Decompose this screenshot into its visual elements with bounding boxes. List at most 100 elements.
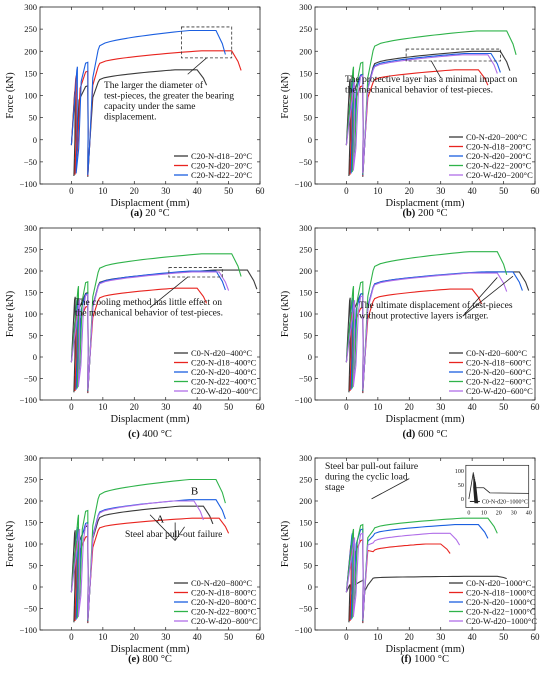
x-tick-label: 10 [98, 402, 108, 412]
annotation-text: The protective layer has a minimal impac… [345, 75, 518, 96]
legend-entry: C20-W-d20−1000°C [466, 616, 537, 626]
x-tick-label: 30 [161, 632, 171, 642]
chart-panel-5: 0 10 20 30 40 50 60 −100 −50 0 50 100 150 200 250 300 Di… [5, 453, 265, 665]
annotation-text: The cooling method has little effect on t… [75, 297, 223, 319]
y-tick-label: −100 [294, 179, 312, 189]
y-tick-label: 300 [24, 223, 37, 233]
legend-entry: C20-N-d22−1000°C [466, 607, 536, 617]
annotation-text: Steel abar pull-out failure [125, 529, 222, 540]
series-line-3 [70, 29, 226, 176]
y-tick-label: −100 [294, 625, 312, 635]
caption-letter: (a) [130, 208, 143, 219]
y-tick-label: −50 [24, 157, 37, 167]
chart-panel-2: 0 10 20 30 40 50 60 −100 −50 0 50 100 150 200 250 300 Di… [280, 2, 540, 219]
annotation-arrow [149, 276, 188, 308]
y-tick-label: 50 [304, 561, 313, 571]
legend-entry: C20-N-d20−800°C [191, 597, 257, 607]
y-tick-label: 0 [308, 582, 312, 592]
series-line-1 [70, 505, 214, 624]
y-axis-label: Force (kN) [280, 290, 291, 337]
x-tick-label: 40 [193, 402, 203, 412]
legend-entry: C20-N-d22−800°C [191, 607, 257, 617]
annotation-line: The larger the diameter of [104, 80, 204, 91]
y-tick-label: 300 [299, 2, 312, 12]
inset-x-tick-label: 0 [467, 510, 470, 516]
caption-letter: (b) [402, 208, 415, 219]
annotation-arrow [174, 526, 185, 541]
legend-entry: C20-N-d20−20°C [191, 161, 252, 171]
annotation-arrow [430, 60, 442, 78]
inset-y-tick-label: 0 [461, 497, 464, 503]
y-tick-label: 150 [299, 288, 312, 298]
legend-entry: C20-N-d18−800°C [191, 588, 257, 598]
y-tick-label: 200 [24, 496, 37, 506]
x-tick-label: 0 [344, 402, 349, 412]
legend-entry: C0-N-d20−600°C [466, 348, 527, 358]
y-tick-label: 100 [299, 309, 312, 319]
y-tick-label: −50 [299, 157, 312, 167]
series-line-5 [70, 500, 204, 620]
inset-y-tick-label: 50 [458, 483, 464, 489]
series-line-4 [345, 517, 498, 621]
panel-caption: (b) 200 °C [402, 208, 447, 219]
x-tick-label: 20 [130, 632, 140, 642]
y-tick-label: 200 [299, 496, 312, 506]
inset-y-tick-label: 100 [455, 469, 464, 475]
x-tick-label: 20 [130, 186, 140, 196]
legend-entry: C20-N-d20−400°C [191, 367, 257, 377]
x-tick-label: 50 [224, 632, 234, 642]
legend-entry: C20-N-d22−400°C [191, 377, 257, 387]
x-tick-label: 20 [405, 402, 415, 412]
annotation-line: Steel abar pull-out failure [125, 529, 222, 540]
y-tick-label: 50 [29, 113, 38, 123]
series-line-4 [345, 251, 508, 391]
series-line-5 [345, 532, 461, 620]
x-tick-label: 60 [531, 186, 541, 196]
caption-letter: (d) [402, 429, 415, 440]
y-tick-label: 50 [29, 561, 38, 571]
annotation-arrow [371, 478, 410, 500]
caption-letter: (e) [128, 654, 140, 665]
x-tick-label: 0 [69, 186, 74, 196]
y-tick-label: 100 [24, 539, 37, 549]
x-tick-label: 10 [373, 632, 383, 642]
series-line-2 [70, 50, 242, 177]
annotation-line: The cooling method has little effect on [75, 297, 222, 308]
y-axis-label: Force (kN) [5, 72, 16, 119]
inset-x-tick-label: 40 [526, 510, 532, 516]
inset-series-line [468, 472, 529, 504]
series-line-5 [345, 272, 508, 390]
x-tick-label: 10 [373, 402, 383, 412]
x-tick-label: 20 [405, 186, 415, 196]
x-tick-label: 30 [436, 186, 446, 196]
caption-letter: (c) [128, 429, 140, 440]
annotation-line: displacement. [104, 113, 157, 123]
annotation-line: during the cyclic load [325, 473, 408, 483]
x-axis-label: Displacment (mm) [110, 414, 190, 425]
legend-entry: C20-N-d18−400°C [191, 358, 257, 368]
panel-caption: (d) 600 °C [402, 429, 447, 440]
y-axis-label: Force (kN) [280, 520, 291, 567]
annotation-text: The ultimate displacement of test-pieces… [359, 300, 513, 322]
legend-entry: C20-W-d20−600°C [466, 386, 533, 396]
annotation-arrow [462, 275, 514, 317]
chart-panel-4: 0 10 20 30 40 50 60 −100 −50 0 50 100 150 200 250 300 Di… [280, 223, 540, 440]
highlight-box [405, 48, 501, 62]
x-tick-label: 30 [161, 402, 171, 412]
annotation-line: The protective layer has a minimal impac… [345, 75, 518, 85]
x-tick-label: 50 [499, 402, 509, 412]
x-axis-label: Displacment (mm) [385, 198, 465, 209]
x-axis-label: Displacment (mm) [385, 644, 465, 655]
y-tick-label: 150 [299, 68, 312, 78]
series-line-4 [345, 30, 517, 175]
y-tick-label: 300 [299, 223, 312, 233]
y-tick-label: 250 [299, 24, 312, 34]
series-line-5 [345, 54, 498, 174]
highlight-box [168, 267, 223, 278]
y-tick-label: 150 [24, 68, 37, 78]
y-tick-label: 0 [33, 352, 37, 362]
legend-entry: C0-N-d20−800°C [191, 578, 252, 588]
y-tick-label: 100 [299, 539, 312, 549]
y-tick-label: 50 [304, 113, 313, 123]
x-tick-label: 20 [405, 632, 415, 642]
